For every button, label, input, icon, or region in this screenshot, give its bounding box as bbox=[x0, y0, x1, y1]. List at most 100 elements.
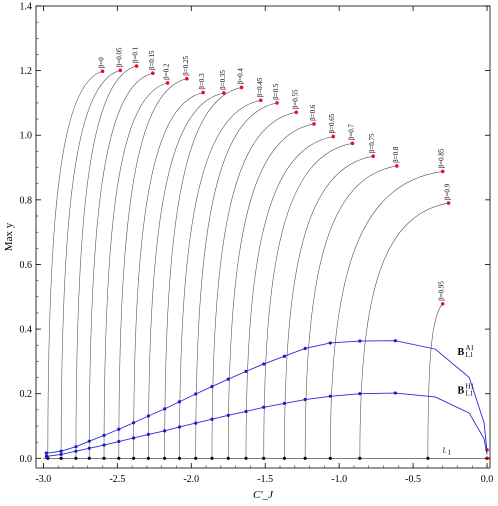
family-curve bbox=[103, 82, 168, 459]
bifurcation-point bbox=[393, 339, 397, 343]
y-tick-label: 0.0 bbox=[20, 454, 33, 465]
family-endpoint bbox=[100, 69, 105, 74]
bifurcation-curve bbox=[46, 340, 488, 454]
family-curve bbox=[164, 87, 242, 459]
family-endpoint bbox=[395, 164, 399, 168]
bifurcation-point bbox=[163, 429, 167, 433]
base-point bbox=[74, 456, 78, 460]
family-curve bbox=[304, 165, 397, 459]
family-curves: β=0 β=0.05 β=0.1 β=0.15 β=0.2 β=0.25 β=0.3 β=0.… bbox=[47, 46, 452, 459]
series-label-a1: B bbox=[457, 347, 464, 358]
bifurcation-point bbox=[303, 397, 307, 402]
x-tick-label: -3.0 bbox=[35, 474, 51, 485]
family-endpoint bbox=[201, 90, 205, 95]
x-tick-label: -0.5 bbox=[405, 474, 421, 485]
family-endpoint bbox=[258, 98, 263, 103]
bifurcation-point bbox=[74, 445, 78, 449]
family-endpoint bbox=[118, 68, 123, 73]
family-curve bbox=[47, 70, 103, 459]
beta-label: β=0.8 bbox=[392, 146, 400, 163]
family-curve bbox=[329, 171, 443, 459]
bifurcation-point bbox=[146, 414, 150, 418]
plot-frame bbox=[35, 5, 491, 469]
axis-ticks: -3.0 -2.5 -2.0 -1.5 -1.0 -0.5 0.0 0.0 0.2 0.4 0.6 0… bbox=[20, 2, 494, 486]
family-curve bbox=[227, 123, 315, 459]
bifurcation-point bbox=[282, 401, 287, 405]
y-tick-label: 0.8 bbox=[20, 195, 33, 206]
family-curve bbox=[211, 111, 297, 459]
series-label-sub: L1 bbox=[465, 351, 473, 359]
bifurcation-point bbox=[282, 354, 287, 358]
family-endpoint bbox=[222, 91, 226, 95]
bifurcation-point bbox=[303, 346, 307, 351]
bifurcation-point bbox=[117, 439, 121, 444]
base-point bbox=[226, 456, 230, 460]
family-curve bbox=[148, 92, 224, 459]
bifurcation-point bbox=[262, 405, 266, 409]
bifurcation-point bbox=[262, 362, 266, 366]
family-curve bbox=[75, 65, 137, 459]
base-point bbox=[262, 456, 266, 460]
bifurcation-point bbox=[328, 394, 332, 398]
bifurcation-point bbox=[44, 451, 48, 455]
base-point bbox=[117, 456, 121, 460]
family-endpoint bbox=[312, 122, 316, 126]
base-point bbox=[244, 456, 248, 460]
y-tick-label: 0.4 bbox=[20, 325, 33, 336]
bifurcation-point bbox=[358, 392, 362, 396]
family-endpoint bbox=[440, 302, 445, 306]
family-endpoint bbox=[165, 81, 170, 85]
family-endpoint bbox=[275, 101, 279, 105]
bifurcation-point bbox=[146, 432, 150, 436]
base-point bbox=[194, 456, 198, 460]
series-label-h1: B bbox=[457, 386, 464, 397]
y-tick-label: 0.2 bbox=[20, 389, 33, 400]
bifurcation-point bbox=[87, 439, 91, 443]
y-tick-label: 1.0 bbox=[20, 131, 33, 142]
beta-label: β=0.9 bbox=[444, 183, 452, 200]
beta-label: β=0.55 bbox=[291, 89, 299, 109]
y-axis-label: Max y bbox=[3, 222, 15, 251]
bifurcation-point bbox=[210, 384, 214, 389]
x-tick-label: -2.0 bbox=[183, 474, 199, 485]
family-curve bbox=[179, 100, 261, 459]
bifurcation-point bbox=[102, 443, 106, 447]
family-endpoint bbox=[294, 110, 299, 115]
base-point bbox=[87, 456, 91, 460]
bifurcation-point bbox=[210, 417, 214, 421]
beta-label: β=0.25 bbox=[182, 55, 190, 75]
base-point bbox=[210, 456, 214, 460]
beta-label: β=0.65 bbox=[328, 113, 336, 133]
beta-label: β=0.85 bbox=[438, 148, 446, 168]
bifurcation-point bbox=[328, 341, 332, 345]
base-point bbox=[328, 456, 332, 460]
series-label-sup: A1 bbox=[465, 344, 474, 352]
beta-label: β=0.35 bbox=[219, 70, 227, 90]
family-curve bbox=[118, 78, 187, 459]
family-curve bbox=[60, 70, 121, 459]
family-curve bbox=[133, 92, 204, 459]
bifurcation-point bbox=[358, 339, 362, 343]
bifurcation-point bbox=[177, 425, 182, 429]
base-line-layer bbox=[43, 448, 489, 461]
family-endpoint bbox=[440, 169, 445, 174]
beta-label: β=0.2 bbox=[163, 63, 171, 80]
bifurcation-point bbox=[132, 436, 136, 440]
bifurcation-point bbox=[226, 377, 230, 381]
family-endpoint bbox=[371, 154, 375, 159]
series-label-sub: L1 bbox=[465, 390, 473, 398]
beta-label: β=0.5 bbox=[272, 83, 280, 100]
bifurcation-point bbox=[244, 369, 248, 373]
base-point bbox=[282, 456, 287, 460]
x-tick-label: -2.5 bbox=[109, 474, 125, 485]
bifurcation-point bbox=[194, 421, 198, 425]
base-point bbox=[163, 456, 167, 460]
beta-label: β=0.75 bbox=[368, 133, 376, 153]
base-point bbox=[177, 456, 182, 460]
beta-label: β=0.1 bbox=[132, 46, 140, 63]
family-endpoint bbox=[185, 76, 189, 81]
l1-label: L bbox=[442, 446, 447, 454]
family-endpoint bbox=[239, 85, 244, 90]
